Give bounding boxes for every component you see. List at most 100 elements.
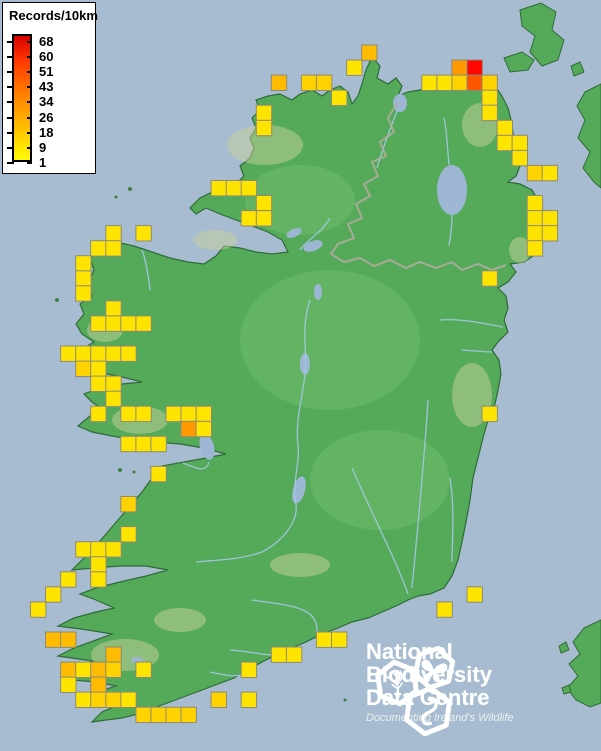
grid-square[interactable] [150, 465, 167, 483]
grid-square[interactable] [75, 270, 92, 287]
grid-square[interactable] [511, 149, 528, 167]
grid-square[interactable] [436, 74, 453, 91]
grid-square[interactable] [331, 89, 348, 107]
grid-square[interactable] [120, 526, 137, 543]
grid-square[interactable] [210, 691, 228, 708]
grid-square[interactable] [270, 646, 288, 663]
grid-square[interactable] [90, 345, 107, 362]
grid-square[interactable] [90, 240, 107, 257]
grid-square[interactable] [315, 631, 333, 648]
grid-square[interactable] [315, 74, 333, 91]
grid-square[interactable] [75, 541, 92, 558]
grid-square[interactable] [105, 390, 122, 408]
grid-square[interactable] [240, 210, 258, 227]
grid-square[interactable] [30, 601, 47, 618]
grid-square[interactable] [300, 74, 318, 91]
grid-square[interactable] [90, 375, 107, 393]
grid-square[interactable] [481, 104, 498, 122]
grid-square[interactable] [255, 195, 273, 212]
grid-square[interactable] [195, 420, 213, 438]
grid-square[interactable] [90, 691, 107, 708]
grid-square[interactable] [511, 134, 528, 152]
grid-square[interactable] [451, 59, 468, 76]
grid-square[interactable] [45, 631, 62, 648]
grid-square[interactable] [45, 586, 62, 603]
grid-square[interactable] [421, 74, 438, 91]
grid-square[interactable] [165, 405, 182, 423]
grid-square[interactable] [240, 661, 258, 678]
grid-square[interactable] [120, 315, 137, 332]
grid-square[interactable] [90, 315, 107, 332]
grid-square[interactable] [526, 210, 544, 227]
grid-square[interactable] [105, 646, 122, 663]
grid-square[interactable] [466, 586, 483, 603]
grid-square[interactable] [180, 405, 197, 423]
grid-square[interactable] [60, 661, 77, 678]
grid-square[interactable] [135, 405, 152, 423]
grid-square[interactable] [105, 240, 122, 257]
grid-square[interactable] [255, 119, 273, 137]
grid-square[interactable] [105, 345, 122, 362]
grid-square[interactable] [105, 541, 122, 558]
grid-square[interactable] [496, 119, 514, 137]
grid-square[interactable] [541, 225, 559, 242]
grid-square[interactable] [120, 435, 137, 453]
grid-square[interactable] [150, 435, 167, 453]
grid-square[interactable] [466, 74, 483, 91]
grid-square[interactable] [195, 405, 213, 423]
grid-square[interactable] [120, 496, 137, 513]
grid-square[interactable] [255, 104, 273, 122]
grid-square[interactable] [135, 225, 152, 242]
grid-square[interactable] [135, 315, 152, 332]
grid-square[interactable] [75, 360, 92, 378]
grid-square[interactable] [90, 360, 107, 378]
grid-square[interactable] [526, 164, 544, 182]
grid-square[interactable] [526, 225, 544, 242]
grid-square[interactable] [135, 435, 152, 453]
grid-square[interactable] [105, 315, 122, 332]
grid-square[interactable] [481, 405, 498, 423]
grid-square[interactable] [60, 571, 77, 588]
grid-square[interactable] [135, 706, 152, 724]
grid-square[interactable] [285, 646, 303, 663]
grid-square[interactable] [90, 556, 107, 573]
grid-square[interactable] [120, 691, 137, 708]
grid-square[interactable] [135, 661, 152, 678]
grid-square[interactable] [60, 676, 77, 693]
grid-square[interactable] [90, 661, 107, 678]
grid-square[interactable] [541, 164, 559, 182]
grid-square[interactable] [526, 240, 544, 257]
grid-square[interactable] [270, 74, 288, 91]
grid-square[interactable] [105, 375, 122, 393]
grid-square[interactable] [60, 631, 77, 648]
grid-square[interactable] [225, 180, 243, 197]
grid-square[interactable] [496, 134, 514, 152]
grid-square[interactable] [150, 706, 167, 724]
grid-square[interactable] [105, 661, 122, 678]
grid-square[interactable] [120, 345, 137, 362]
grid-square[interactable] [90, 676, 107, 693]
grid-square[interactable] [331, 631, 348, 648]
grid-square[interactable] [90, 405, 107, 423]
grid-square[interactable] [466, 59, 483, 76]
grid-square[interactable] [75, 255, 92, 272]
grid-square[interactable] [436, 601, 453, 618]
grid-square[interactable] [75, 345, 92, 362]
grid-square[interactable] [90, 541, 107, 558]
grid-square[interactable] [165, 706, 182, 724]
grid-square[interactable] [481, 74, 498, 91]
grid-square[interactable] [105, 300, 122, 317]
grid-square[interactable] [481, 89, 498, 107]
grid-square[interactable] [60, 345, 77, 362]
grid-square[interactable] [75, 285, 92, 302]
grid-square[interactable] [75, 691, 92, 708]
grid-square[interactable] [526, 195, 544, 212]
grid-square[interactable] [90, 571, 107, 588]
grid-square[interactable] [75, 661, 92, 678]
grid-square[interactable] [210, 180, 228, 197]
record-grid-squares[interactable] [30, 44, 559, 724]
grid-square[interactable] [105, 691, 122, 708]
grid-square[interactable] [451, 74, 468, 91]
grid-square[interactable] [346, 59, 363, 76]
